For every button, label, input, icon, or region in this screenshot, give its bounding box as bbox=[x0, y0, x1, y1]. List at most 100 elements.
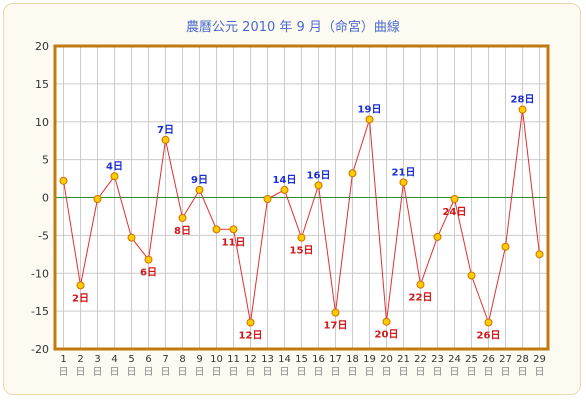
data-point bbox=[110, 172, 119, 181]
x-tick-label: 15 bbox=[295, 354, 308, 365]
x-tick-suffix: 日 bbox=[518, 367, 528, 378]
x-tick-label: 5 bbox=[128, 354, 134, 365]
data-label: 24日 bbox=[443, 206, 467, 218]
data-point bbox=[178, 213, 187, 222]
x-tick-suffix: 日 bbox=[59, 367, 69, 378]
data-point bbox=[399, 178, 408, 187]
y-tick-label: 20 bbox=[35, 40, 49, 53]
x-tick-label: 1 bbox=[60, 354, 66, 365]
x-tick-suffix: 日 bbox=[280, 367, 290, 378]
x-tick-suffix: 日 bbox=[178, 367, 188, 378]
data-label: 14日 bbox=[273, 174, 297, 186]
data-point bbox=[59, 176, 68, 185]
data-point bbox=[314, 181, 323, 190]
x-tick-label: 4 bbox=[111, 354, 117, 365]
data-point bbox=[93, 195, 102, 204]
data-label: 7日 bbox=[157, 124, 174, 136]
x-tick-label: 22 bbox=[414, 354, 427, 365]
x-tick-label: 13 bbox=[261, 354, 274, 365]
x-tick-label: 19 bbox=[363, 354, 376, 365]
data-label: 11日 bbox=[222, 236, 246, 248]
x-tick-label: 21 bbox=[397, 354, 410, 365]
data-point bbox=[246, 318, 255, 327]
x-tick-suffix: 日 bbox=[127, 367, 137, 378]
data-point bbox=[416, 280, 425, 289]
data-point bbox=[535, 250, 544, 259]
data-point bbox=[127, 233, 136, 242]
x-tick-suffix: 日 bbox=[195, 367, 205, 378]
x-tick-label: 14 bbox=[278, 354, 291, 365]
plot-frame bbox=[53, 44, 550, 351]
data-point bbox=[331, 308, 340, 317]
data-point bbox=[484, 318, 493, 327]
x-tick-suffix: 日 bbox=[212, 367, 222, 378]
x-tick-suffix: 日 bbox=[535, 367, 545, 378]
data-point bbox=[212, 225, 221, 234]
data-label: 15日 bbox=[290, 245, 314, 257]
x-tick-label: 3 bbox=[94, 354, 100, 365]
x-tick-suffix: 日 bbox=[263, 367, 273, 378]
data-point bbox=[450, 195, 459, 204]
x-tick-suffix: 日 bbox=[229, 367, 239, 378]
data-point bbox=[518, 105, 527, 114]
y-tick-label: -20 bbox=[31, 343, 49, 356]
x-tick-suffix: 日 bbox=[93, 367, 103, 378]
x-tick-label: 17 bbox=[329, 354, 342, 365]
x-tick-label: 9 bbox=[196, 354, 202, 365]
x-tick-label: 23 bbox=[431, 354, 444, 365]
y-tick-label: 10 bbox=[35, 116, 49, 129]
data-label: 22日 bbox=[409, 292, 433, 304]
data-point bbox=[467, 271, 476, 280]
data-point bbox=[263, 195, 272, 204]
x-tick-suffix: 日 bbox=[433, 367, 443, 378]
data-label: 16日 bbox=[307, 169, 331, 181]
x-tick-suffix: 日 bbox=[365, 367, 375, 378]
y-tick-label: -15 bbox=[31, 305, 49, 318]
data-point bbox=[297, 233, 306, 242]
data-label: 26日 bbox=[477, 329, 501, 341]
data-point bbox=[161, 135, 170, 144]
data-label: 12日 bbox=[239, 329, 263, 341]
x-tick-label: 11 bbox=[227, 354, 240, 365]
x-tick-label: 25 bbox=[465, 354, 478, 365]
x-tick-suffix: 日 bbox=[348, 367, 358, 378]
y-tick-label: 0 bbox=[42, 192, 49, 205]
x-tick-suffix: 日 bbox=[382, 367, 392, 378]
x-tick-label: 2 bbox=[77, 354, 83, 365]
data-label: 2日 bbox=[72, 292, 89, 304]
data-point bbox=[229, 225, 238, 234]
x-tick-label: 20 bbox=[380, 354, 393, 365]
chart-title: 農曆公元 2010 年 9 月（命宮）曲線 bbox=[186, 19, 400, 35]
axes: 1日2日3日4日5日6日7日8日9日10日11日12日13日14日15日16日1… bbox=[31, 40, 546, 378]
y-tick-label: 15 bbox=[35, 78, 49, 91]
x-tick-label: 28 bbox=[516, 354, 529, 365]
x-tick-suffix: 日 bbox=[297, 367, 307, 378]
x-tick-suffix: 日 bbox=[314, 367, 324, 378]
x-tick-suffix: 日 bbox=[501, 367, 511, 378]
data-label: 4日 bbox=[106, 160, 123, 172]
data-point bbox=[76, 281, 85, 290]
y-tick-label: 5 bbox=[42, 154, 49, 167]
data-point bbox=[348, 169, 357, 178]
x-tick-suffix: 日 bbox=[144, 367, 154, 378]
data-label: 9日 bbox=[191, 174, 208, 186]
x-tick-label: 29 bbox=[533, 354, 546, 365]
x-tick-label: 16 bbox=[312, 354, 325, 365]
data-label: 17日 bbox=[324, 320, 348, 332]
data-label: 21日 bbox=[392, 166, 416, 178]
data-point bbox=[501, 242, 510, 251]
data-label: 28日 bbox=[511, 94, 535, 106]
data-points bbox=[59, 105, 544, 327]
data-point bbox=[365, 115, 374, 124]
data-point bbox=[280, 185, 289, 194]
x-tick-label: 6 bbox=[145, 354, 151, 365]
x-tick-suffix: 日 bbox=[76, 367, 86, 378]
x-tick-suffix: 日 bbox=[110, 367, 120, 378]
x-tick-label: 27 bbox=[499, 354, 512, 365]
point-labels: 2日 4日 6日 7日 8日 9日 11日 12日 14日 15日 16日 17日 19日 20日 21日 2… bbox=[72, 94, 534, 342]
x-tick-label: 12 bbox=[244, 354, 257, 365]
y-tick-label: -5 bbox=[38, 229, 49, 242]
x-tick-label: 10 bbox=[210, 354, 223, 365]
x-tick-suffix: 日 bbox=[161, 367, 171, 378]
